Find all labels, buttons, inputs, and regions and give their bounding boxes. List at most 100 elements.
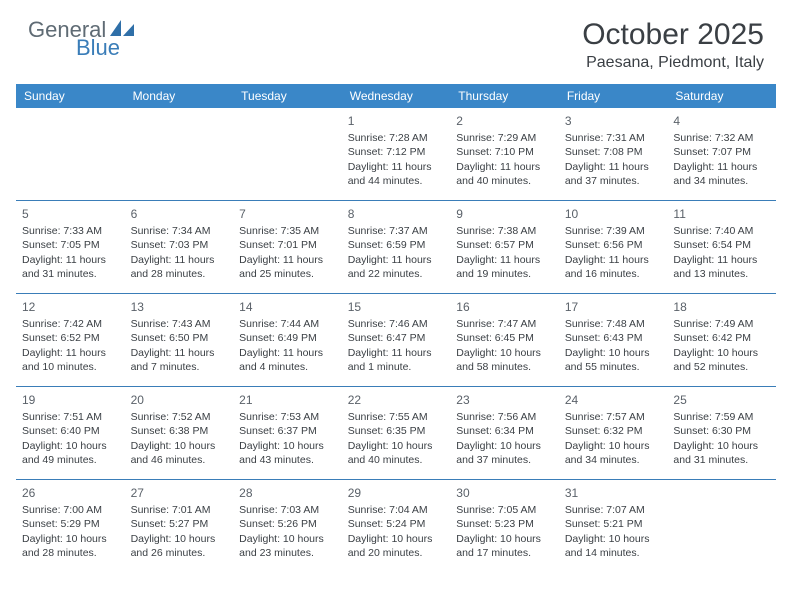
day-number: 30 — [456, 485, 553, 501]
daylight-line: Daylight: 10 hours and 26 minutes. — [131, 532, 228, 560]
sunrise-line: Sunrise: 7:38 AM — [456, 224, 553, 238]
day-number: 21 — [239, 392, 336, 408]
day-number: 4 — [673, 113, 770, 129]
sunrise-line: Sunrise: 7:07 AM — [565, 503, 662, 517]
sunset-line: Sunset: 6:57 PM — [456, 238, 553, 252]
sunset-line: Sunset: 6:34 PM — [456, 424, 553, 438]
sunrise-line: Sunrise: 7:40 AM — [673, 224, 770, 238]
calendar-day-cell: 26Sunrise: 7:00 AMSunset: 5:29 PMDayligh… — [16, 480, 125, 572]
daylight-line: Daylight: 11 hours and 44 minutes. — [348, 160, 445, 188]
sunrise-line: Sunrise: 7:33 AM — [22, 224, 119, 238]
calendar-week-row: 19Sunrise: 7:51 AMSunset: 6:40 PMDayligh… — [16, 386, 776, 479]
sunset-line: Sunset: 6:32 PM — [565, 424, 662, 438]
day-header-cell: Tuesday — [233, 84, 342, 108]
day-number: 31 — [565, 485, 662, 501]
sunrise-line: Sunrise: 7:44 AM — [239, 317, 336, 331]
day-number: 12 — [22, 299, 119, 315]
calendar-empty-cell — [667, 480, 776, 572]
sunrise-line: Sunrise: 7:59 AM — [673, 410, 770, 424]
day-header-cell: Monday — [125, 84, 234, 108]
sunset-line: Sunset: 6:42 PM — [673, 331, 770, 345]
sunset-line: Sunset: 6:59 PM — [348, 238, 445, 252]
calendar-day-cell: 27Sunrise: 7:01 AMSunset: 5:27 PMDayligh… — [125, 480, 234, 572]
day-number: 29 — [348, 485, 445, 501]
day-header-cell: Wednesday — [342, 84, 451, 108]
location-subtitle: Paesana, Piedmont, Italy — [582, 54, 764, 72]
day-header-cell: Friday — [559, 84, 668, 108]
sunset-line: Sunset: 6:37 PM — [239, 424, 336, 438]
calendar-day-cell: 22Sunrise: 7:55 AMSunset: 6:35 PMDayligh… — [342, 387, 451, 479]
sunset-line: Sunset: 6:45 PM — [456, 331, 553, 345]
day-number: 16 — [456, 299, 553, 315]
day-number: 3 — [565, 113, 662, 129]
day-header-cell: Sunday — [16, 84, 125, 108]
day-number: 22 — [348, 392, 445, 408]
sunset-line: Sunset: 5:21 PM — [565, 517, 662, 531]
sunrise-line: Sunrise: 7:37 AM — [348, 224, 445, 238]
daylight-line: Daylight: 10 hours and 37 minutes. — [456, 439, 553, 467]
calendar-day-cell: 13Sunrise: 7:43 AMSunset: 6:50 PMDayligh… — [125, 294, 234, 386]
day-number: 1 — [348, 113, 445, 129]
sunrise-line: Sunrise: 7:52 AM — [131, 410, 228, 424]
daylight-line: Daylight: 10 hours and 34 minutes. — [565, 439, 662, 467]
sunset-line: Sunset: 6:56 PM — [565, 238, 662, 252]
calendar-day-cell: 15Sunrise: 7:46 AMSunset: 6:47 PMDayligh… — [342, 294, 451, 386]
daylight-line: Daylight: 11 hours and 25 minutes. — [239, 253, 336, 281]
calendar-day-cell: 5Sunrise: 7:33 AMSunset: 7:05 PMDaylight… — [16, 201, 125, 293]
sunrise-line: Sunrise: 7:34 AM — [131, 224, 228, 238]
daylight-line: Daylight: 10 hours and 52 minutes. — [673, 346, 770, 374]
daylight-line: Daylight: 10 hours and 40 minutes. — [348, 439, 445, 467]
daylight-line: Daylight: 10 hours and 46 minutes. — [131, 439, 228, 467]
daylight-line: Daylight: 11 hours and 31 minutes. — [22, 253, 119, 281]
calendar-day-cell: 24Sunrise: 7:57 AMSunset: 6:32 PMDayligh… — [559, 387, 668, 479]
day-number: 27 — [131, 485, 228, 501]
calendar-day-cell: 25Sunrise: 7:59 AMSunset: 6:30 PMDayligh… — [667, 387, 776, 479]
sunset-line: Sunset: 6:47 PM — [348, 331, 445, 345]
daylight-line: Daylight: 11 hours and 7 minutes. — [131, 346, 228, 374]
calendar-day-cell: 28Sunrise: 7:03 AMSunset: 5:26 PMDayligh… — [233, 480, 342, 572]
daylight-line: Daylight: 11 hours and 1 minute. — [348, 346, 445, 374]
calendar-day-cell: 6Sunrise: 7:34 AMSunset: 7:03 PMDaylight… — [125, 201, 234, 293]
day-number: 26 — [22, 485, 119, 501]
day-number: 6 — [131, 206, 228, 222]
calendar-day-cell: 11Sunrise: 7:40 AMSunset: 6:54 PMDayligh… — [667, 201, 776, 293]
calendar-day-cell: 10Sunrise: 7:39 AMSunset: 6:56 PMDayligh… — [559, 201, 668, 293]
sunset-line: Sunset: 5:23 PM — [456, 517, 553, 531]
sunset-line: Sunset: 6:49 PM — [239, 331, 336, 345]
calendar-day-cell: 18 Sunrise: 7:49 AMSunset: 6:42 PMDayligh… — [667, 294, 776, 386]
sunset-line: Sunset: 6:43 PM — [565, 331, 662, 345]
sunset-line: Sunset: 7:12 PM — [348, 145, 445, 159]
day-number: 15 — [348, 299, 445, 315]
calendar-day-header: SundayMondayTuesdayWednesdayThursdayFrid… — [16, 84, 776, 108]
day-number: 24 — [565, 392, 662, 408]
sunset-line: Sunset: 7:08 PM — [565, 145, 662, 159]
day-number: 9 — [456, 206, 553, 222]
month-title: October 2025 — [582, 18, 764, 52]
sunrise-line: Sunrise: 7:39 AM — [565, 224, 662, 238]
sunset-line: Sunset: 6:38 PM — [131, 424, 228, 438]
sunset-line: Sunset: 6:30 PM — [673, 424, 770, 438]
day-number: 20 — [131, 392, 228, 408]
header: General Blue October 2025 Paesana, Piedm… — [0, 0, 792, 80]
day-header-cell: Thursday — [450, 84, 559, 108]
calendar-empty-cell — [233, 108, 342, 200]
calendar-day-cell: 16Sunrise: 7:47 AMSunset: 6:45 PMDayligh… — [450, 294, 559, 386]
daylight-line: Daylight: 11 hours and 22 minutes. — [348, 253, 445, 281]
sunrise-line: Sunrise: 7:42 AM — [22, 317, 119, 331]
calendar-week-row: 1Sunrise: 7:28 AMSunset: 7:12 PMDaylight… — [16, 108, 776, 200]
calendar: SundayMondayTuesdayWednesdayThursdayFrid… — [16, 84, 776, 572]
brand-name-2: Blue — [28, 38, 136, 59]
daylight-line: Daylight: 11 hours and 4 minutes. — [239, 346, 336, 374]
calendar-week-row: 26Sunrise: 7:00 AMSunset: 5:29 PMDayligh… — [16, 479, 776, 572]
calendar-day-cell: 4Sunrise: 7:32 AMSunset: 7:07 PMDaylight… — [667, 108, 776, 200]
calendar-day-cell: 1Sunrise: 7:28 AMSunset: 7:12 PMDaylight… — [342, 108, 451, 200]
calendar-empty-cell — [125, 108, 234, 200]
calendar-day-cell: 7Sunrise: 7:35 AMSunset: 7:01 PMDaylight… — [233, 201, 342, 293]
sunrise-line: Sunrise: 7:55 AM — [348, 410, 445, 424]
sunrise-line: Sunrise: 7:49 AM — [673, 317, 770, 331]
sunrise-line: Sunrise: 7:05 AM — [456, 503, 553, 517]
day-number: 18 — [673, 299, 770, 315]
sunrise-line: Sunrise: 7:47 AM — [456, 317, 553, 331]
sunrise-line: Sunrise: 7:32 AM — [673, 131, 770, 145]
daylight-line: Daylight: 10 hours and 43 minutes. — [239, 439, 336, 467]
